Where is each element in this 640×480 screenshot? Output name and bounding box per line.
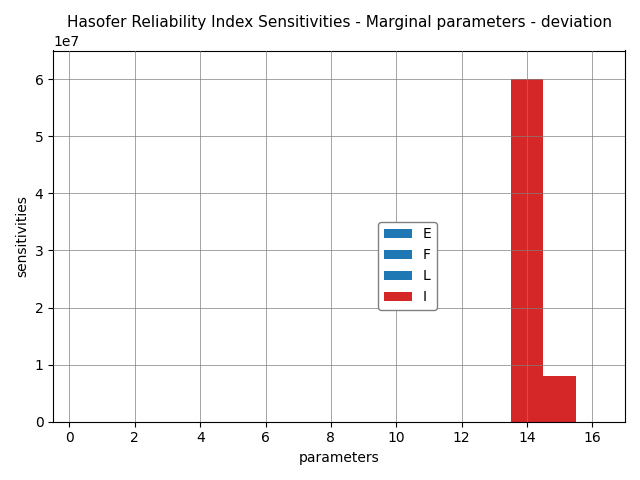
Bar — [511, 79, 543, 422]
Y-axis label: sensitivities: sensitivities — [15, 195, 29, 277]
Bar — [543, 376, 576, 422]
Title: Hasofer Reliability Index Sensitivities - Marginal parameters - deviation: Hasofer Reliability Index Sensitivities … — [67, 15, 612, 30]
Legend: E, F, L, I: E, F, L, I — [378, 222, 437, 310]
X-axis label: parameters: parameters — [299, 451, 380, 465]
